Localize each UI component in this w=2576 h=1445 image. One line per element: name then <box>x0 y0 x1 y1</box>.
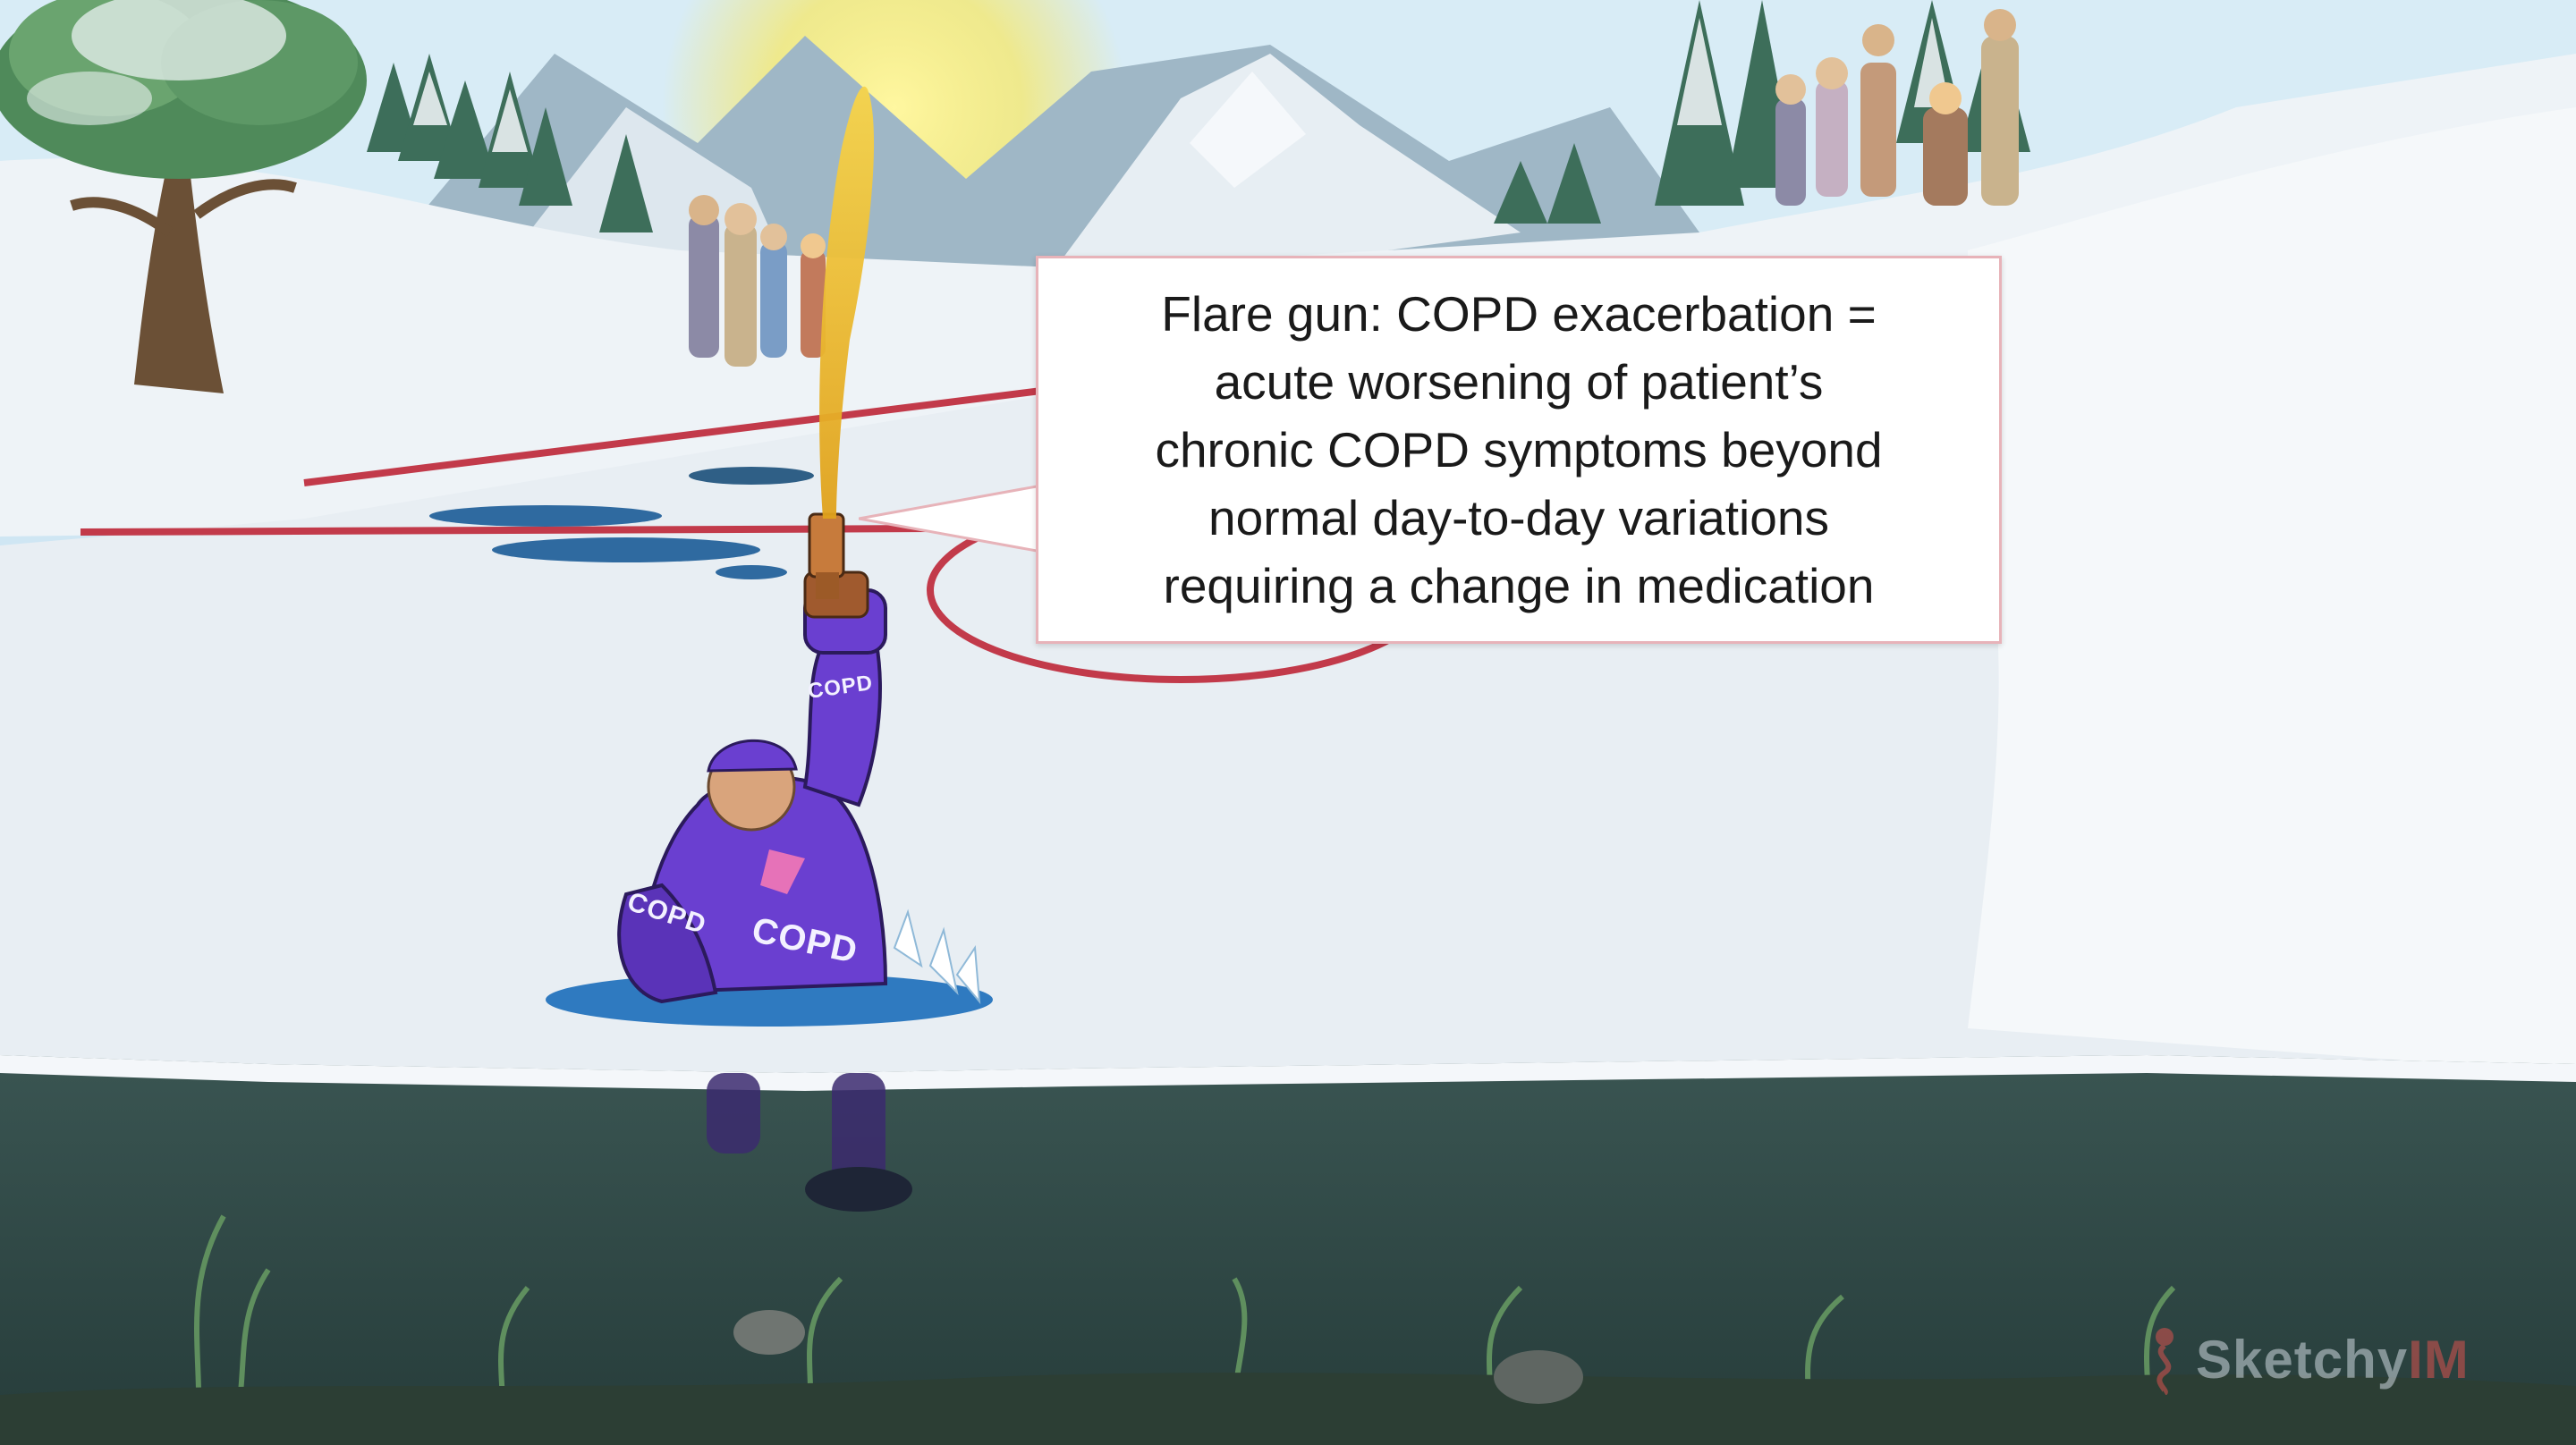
submerged-legs <box>707 1073 912 1212</box>
splash-shards <box>893 908 981 1005</box>
ice-holes <box>429 467 814 579</box>
watermark-suffix: IM <box>2408 1329 2470 1390</box>
spectators-right <box>1775 9 2019 206</box>
spectators-left <box>689 195 826 367</box>
lake-floor <box>0 1310 2576 1445</box>
sketchy-watermark: SketchyIM <box>2142 1323 2470 1395</box>
ice-edge <box>0 1055 2576 1091</box>
water <box>0 1055 2576 1445</box>
annotation-line: normal day-to-day variations <box>1208 490 1829 545</box>
watermark-text: SketchyIM <box>2196 1329 2470 1390</box>
flare-beam <box>819 86 875 519</box>
callout-pointer <box>859 483 1055 554</box>
annotation-text: Flare gun: COPD exacerbation = acute wor… <box>1137 280 1900 620</box>
annotation-line: requiring a change in medication <box>1163 558 1875 613</box>
watermark-brand: Sketchy <box>2196 1329 2409 1390</box>
annotation-line: Flare gun: COPD exacerbation = <box>1161 286 1877 342</box>
annotation-line: acute worsening of patient’s <box>1214 354 1824 410</box>
annotation-callout: Flare gun: COPD exacerbation = acute wor… <box>1036 256 2002 644</box>
annotation-line: chronic COPD symptoms beyond <box>1155 422 1883 477</box>
snowy-tree <box>0 0 367 393</box>
right-snow-mound <box>1968 107 2576 1073</box>
pine-snow <box>413 18 1950 152</box>
sketchy-logo-icon <box>2156 1328 2174 1395</box>
